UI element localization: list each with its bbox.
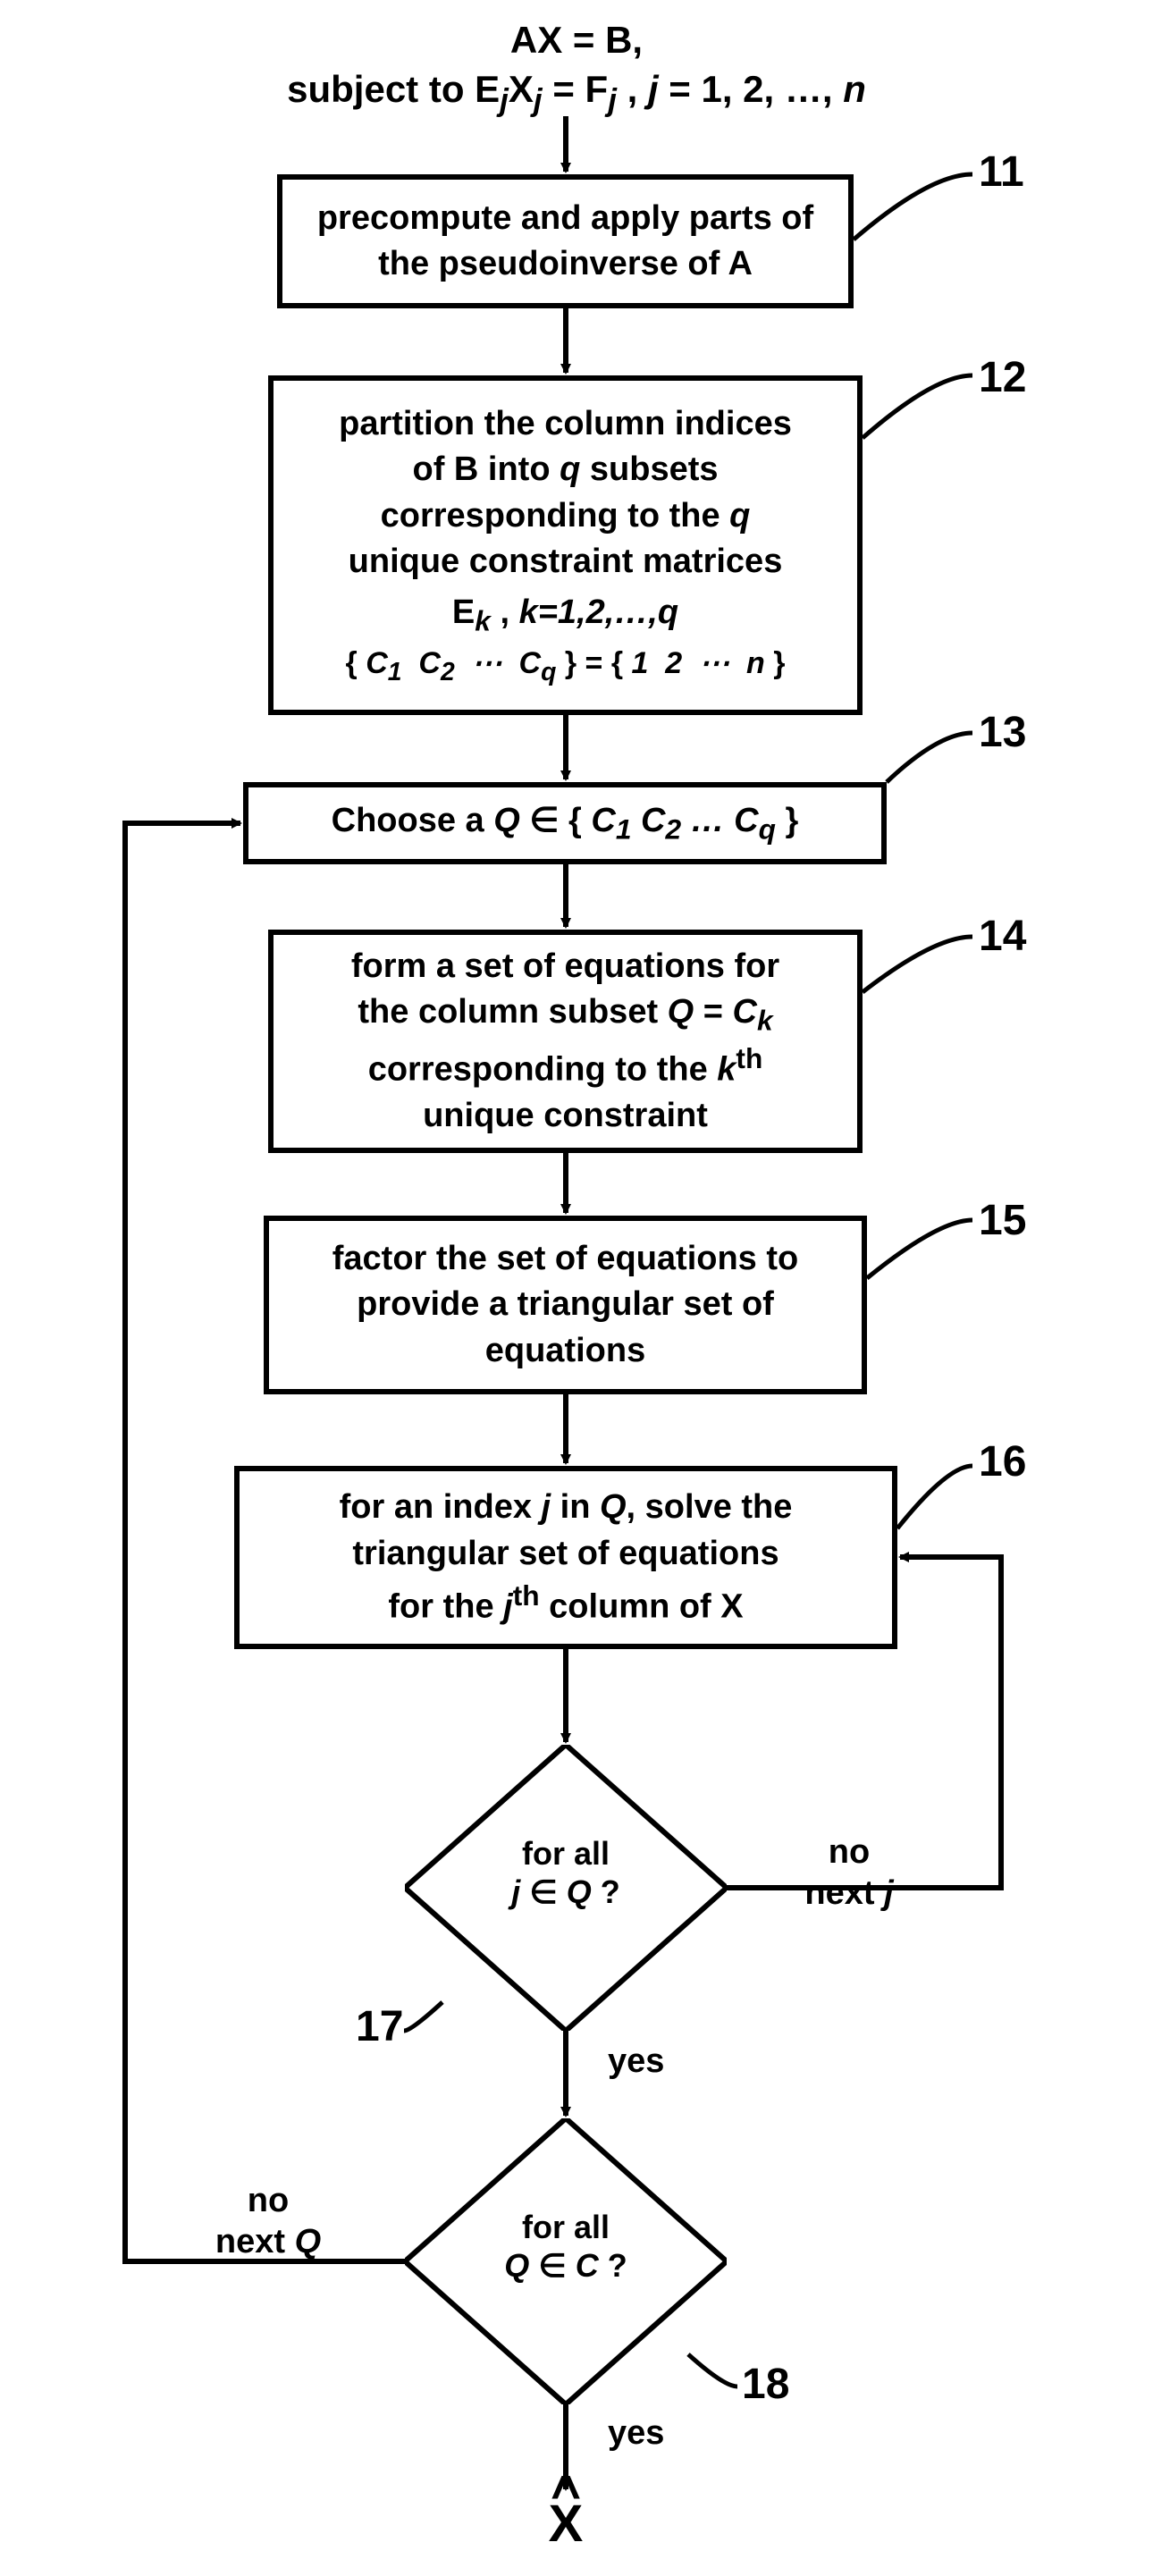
connectors (0, 0, 1153, 2576)
